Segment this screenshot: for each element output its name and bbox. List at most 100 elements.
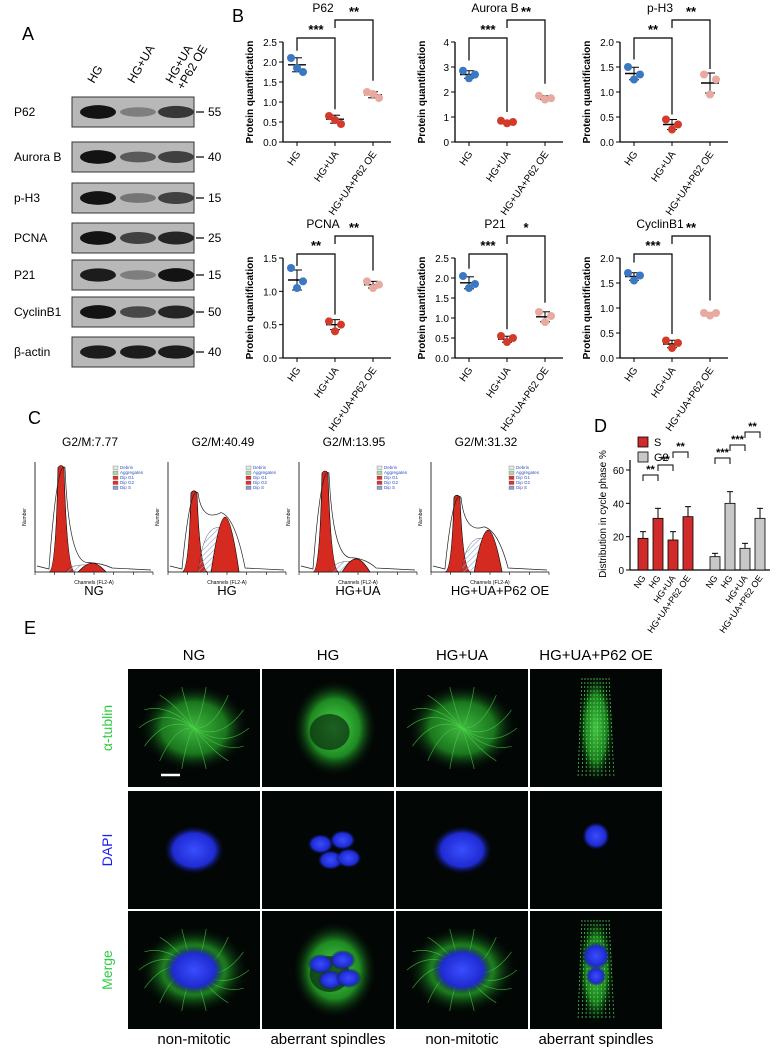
y-tick-label: 0.5 [600, 113, 614, 124]
significance-mark: *** [480, 238, 496, 253]
lane-header: HG+UA [124, 42, 157, 85]
panel-label-e: E [24, 618, 36, 638]
y-tick-label: 1.0 [435, 314, 449, 325]
microscopy-panel: NG HG HG+UA HG+UA+P62 OE α-tublin DAPI Merge no… [99, 647, 662, 1048]
legend-entry: Dip G1 [120, 475, 135, 480]
blot-band [80, 231, 116, 245]
y-tick-label: 20 [613, 533, 625, 544]
kda-marker: 15 [208, 191, 222, 205]
cell-cycle-bar-chart: 0 20 40 60 Distribution in cycle phase % S G2 N… [598, 421, 770, 635]
protein-label: PCNA [14, 231, 47, 245]
y-tick-label: 0.5 [263, 118, 277, 129]
blot-band [120, 107, 156, 117]
significance-mark: ** [521, 4, 532, 19]
legend-entry: Debris [384, 465, 398, 470]
data-point [325, 112, 333, 120]
protein-label: P62 [14, 105, 36, 119]
data-point [624, 269, 632, 277]
column-header: HG+UA+P62 OE [539, 647, 652, 664]
plot-title: PCNA [306, 217, 339, 231]
significance-mark: ** [648, 22, 659, 37]
data-point [287, 54, 295, 62]
column-header: HG [317, 647, 340, 664]
plot-title: Aurora B [471, 1, 518, 15]
data-point [700, 70, 708, 79]
significance-mark: ** [748, 421, 757, 433]
kda-marker: 40 [208, 345, 222, 359]
cytometry-histogram: G2/M:7.77 Channels (FL2-A) Number DebrisAgg… [22, 435, 154, 598]
blot-band [158, 105, 194, 119]
g2m-percent: G2/M:31.32 [455, 435, 518, 449]
kda-marker: 40 [208, 150, 222, 164]
legend-entry: Debris [516, 465, 530, 470]
data-point [662, 336, 670, 345]
data-point [375, 280, 383, 289]
blot-band [158, 151, 194, 163]
legend-entry: Dip S [253, 485, 264, 490]
quantification-plots: P62 0.0 0.5 1.0 1.5 2.0 2.5 Protein quantificat… [245, 1, 728, 434]
blot-band [80, 305, 116, 319]
protein-label: CyclinB1 [14, 305, 62, 319]
lane-header: HG [84, 63, 105, 86]
y-tick-label: 0.5 [263, 321, 277, 332]
data-point [535, 308, 543, 316]
protein-label: p-H3 [14, 191, 40, 205]
y-tick-label: 2.5 [263, 38, 277, 49]
x-tick-label: HG [623, 365, 641, 384]
svg-text:HG: HG [84, 63, 105, 86]
blot-band [120, 151, 156, 163]
y-tick-label: 1.5 [435, 294, 449, 305]
x-tick-label: HG [458, 149, 476, 168]
dot-plot: CyclinB1 0.0 0.5 1.0 1.5 2.0 Protein quantific… [582, 217, 728, 434]
panel-label-a: A [22, 24, 34, 44]
bar [739, 547, 751, 571]
x-axis-label: Channels (FL2-A) [207, 580, 247, 586]
bar [724, 502, 736, 571]
data-point [375, 94, 383, 102]
blot-band [120, 270, 156, 280]
micrograph [128, 791, 260, 909]
y-tick-label: 0.0 [435, 354, 449, 365]
data-point [503, 338, 511, 346]
y-axis-label: Number [418, 508, 424, 526]
x-tick-label: HG+UA [485, 365, 514, 400]
data-point [509, 334, 517, 342]
x-tick-label: HG [458, 365, 476, 384]
data-point [471, 70, 479, 79]
phenotype-caption: aberrant spindles [270, 1031, 385, 1048]
legend-entry: Dip S [120, 485, 131, 490]
histogram-trace [432, 496, 548, 571]
x-tick-label: HG+UA [313, 149, 342, 184]
blot-band [80, 191, 116, 205]
blot-band [158, 345, 194, 359]
bar [652, 517, 664, 571]
blot-band [158, 305, 194, 319]
blot-band [80, 105, 116, 119]
bar [754, 517, 766, 571]
bar [709, 556, 721, 571]
histogram-trace [36, 466, 152, 571]
x-tick-label: HG [286, 149, 304, 168]
micrograph [530, 791, 662, 909]
y-axis-label: Protein quantification [417, 257, 428, 360]
dot-plot: p-H3 0.0 0.5 1.0 1.5 2.0 Protein quantificatio… [582, 1, 728, 218]
y-axis-label: Number [155, 508, 161, 526]
blot-band [80, 345, 116, 359]
legend-entry: Dip G2 [516, 480, 531, 485]
data-point [299, 68, 307, 76]
y-tick-label: 2.0 [600, 38, 614, 49]
data-point [706, 90, 714, 99]
data-point [299, 277, 307, 286]
histogram-trace [300, 472, 416, 571]
data-point [337, 320, 345, 329]
significance-mark: ** [349, 4, 360, 19]
data-point [674, 120, 682, 129]
data-point [459, 66, 467, 75]
data-point [541, 95, 549, 104]
data-point [630, 276, 638, 285]
micrograph [262, 669, 394, 787]
micrograph [396, 791, 528, 909]
y-axis-label: Number [286, 508, 292, 526]
y-tick-label: 2.5 [435, 254, 449, 265]
